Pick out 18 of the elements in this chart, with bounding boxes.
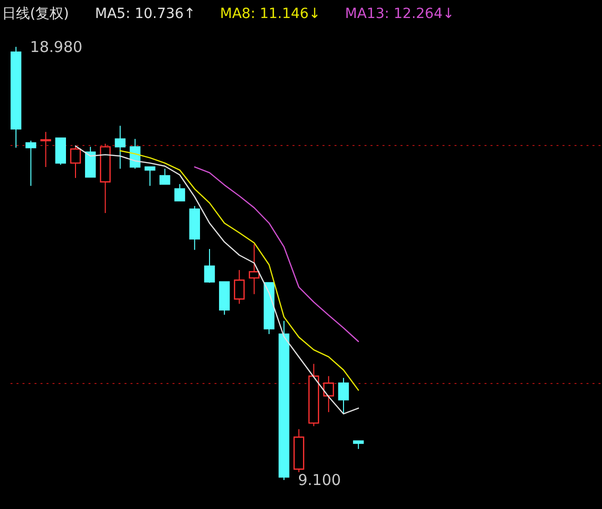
text: MA8: 11.146↓ <box>220 6 320 22</box>
candlestick <box>159 168 170 185</box>
candlestick <box>25 140 36 186</box>
text: MA5: 10.736↑ <box>95 6 196 22</box>
candlestick <box>114 125 126 170</box>
candlestick <box>40 131 52 168</box>
candlestick <box>174 184 186 202</box>
candlestick <box>70 145 81 178</box>
candlestick <box>338 377 349 414</box>
candlestick <box>144 166 156 186</box>
candlestick <box>204 248 215 284</box>
text: MA13: 12.264↓ <box>345 6 454 22</box>
annotation: 9.100 <box>298 471 341 490</box>
annotation: 18.980 <box>30 38 82 56</box>
candlestick <box>248 244 260 295</box>
candlestick <box>323 376 334 413</box>
candlestick <box>234 270 245 304</box>
chart-title: 日线(复权) <box>2 6 69 22</box>
